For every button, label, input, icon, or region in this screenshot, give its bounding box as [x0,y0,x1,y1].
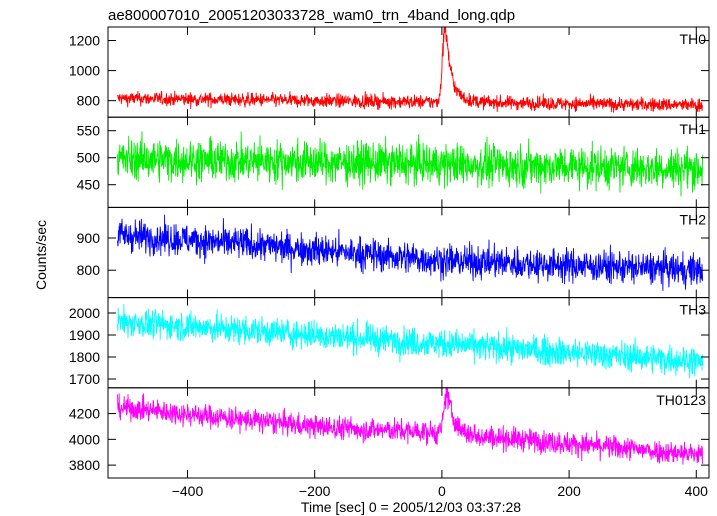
panel-th1: 450 500 550 TH1 [77,116,710,208]
y-tick-label: 1800 [69,349,100,365]
y-tick-label: 500 [77,150,101,166]
y-axis-label: Counts/sec [33,220,49,290]
x-tick-label: 0 [438,483,446,499]
x-tick-label: −200 [299,483,331,499]
y-tick-label: 4200 [69,406,100,422]
panel-label-th0123: TH0123 [656,392,706,408]
panel-label-th2: TH2 [680,211,707,227]
y-tick-label: 2000 [69,305,100,321]
series-th1-line [117,131,704,197]
chart-title: ae800007010_20051203033728_wam0_trn_4ban… [108,7,515,24]
y-tick-label: 4000 [69,431,100,447]
panel-th3: 1700 1800 1900 2000 TH3 [69,297,710,389]
panel-label-th1: TH1 [680,121,707,137]
x-axis-label: Time [sec] 0 = 2005/12/03 03:37:28 [301,499,521,515]
y-tick-label: 800 [77,262,101,278]
series-th0-line [117,27,704,113]
panel-th0123: 3800 4000 4200 TH0123 [69,387,710,479]
y-tick-label: 3800 [69,457,100,473]
panel-label-th3: TH3 [680,302,707,318]
x-tick-label: 400 [685,483,709,499]
y-tick-label: 1200 [69,33,100,49]
panel-label-th0: TH0 [680,31,707,47]
series-th0123-line [117,387,704,465]
series-th3-line [117,304,704,379]
y-tick-label: 550 [77,123,101,139]
panel-frame [107,387,710,479]
x-tick-label: −400 [172,483,204,499]
panel-th2: 800 900 TH2 [77,206,710,299]
y-tick-label: 450 [77,177,101,193]
series-th2-line [117,214,704,291]
y-tick-label: 800 [77,93,101,109]
x-tick-label: 200 [557,483,581,499]
y-tick-label: 1700 [69,371,100,387]
y-tick-label: 1000 [69,63,100,79]
y-tick-label: 900 [77,230,101,246]
y-tick-label: 1900 [69,327,100,343]
